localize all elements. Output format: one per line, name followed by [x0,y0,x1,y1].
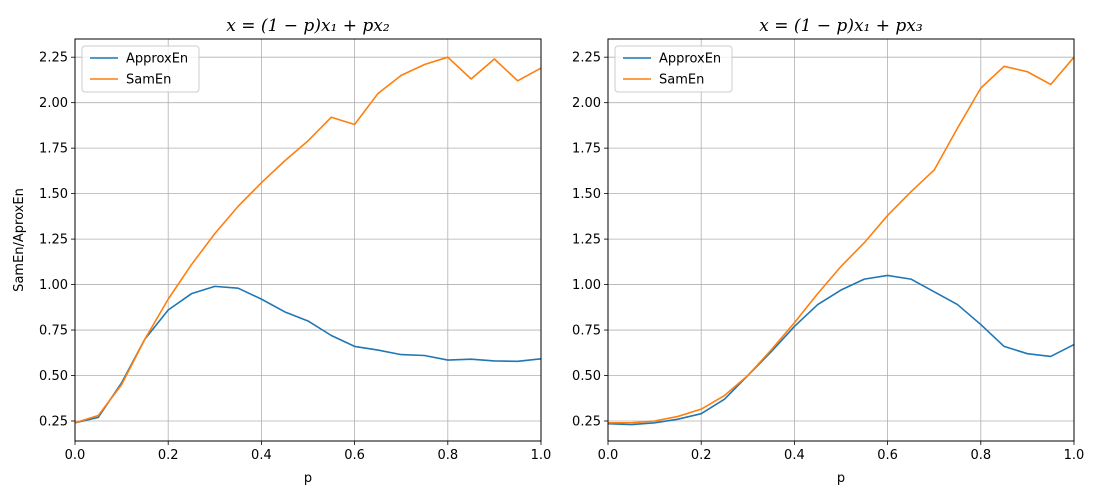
y-tick-label-0: 0.25 [39,414,68,429]
x-tick-label-4: 0.8 [437,448,458,463]
y-tick-label-2: 0.75 [39,324,68,339]
x-tick-label-0: 0.0 [598,448,619,463]
y-tick-label-3: 1.00 [39,278,68,293]
y-tick-label-3: 1.00 [572,278,601,293]
x-tick-label-4: 0.8 [970,448,991,463]
legend-right: ApproxEn SamEn [614,45,733,93]
y-tick-label-1: 0.50 [39,369,68,384]
series-line-samen-right [608,56,1075,424]
y-tick-label-1: 0.50 [572,369,601,384]
y-tick-label-8: 2.25 [572,51,601,66]
x-tick-label-5: 1.0 [531,448,552,463]
x-tick-label-0: 0.0 [65,448,86,463]
y-tick-label-4: 1.25 [572,233,601,248]
y-tick-label-2: 0.75 [572,324,601,339]
x-axis-label-right: p [837,471,845,486]
subplot-right: 0.0 0.2 0.4 0.6 0.8 1.0 0.25 0.50 0.75 1.00 1.25 1… [572,16,1084,486]
y-ticks-right: 0.25 0.50 0.75 1.00 1.25 1.50 1.75 2.00 2.25 [572,51,608,429]
series-layer-left [74,56,542,424]
x-tick-label-3: 0.6 [344,448,365,463]
legend-left: ApproxEn SamEn [81,45,200,93]
y-tick-label-0: 0.25 [572,414,601,429]
series-line-samen-left [74,56,542,424]
x-axis-label-left: p [304,471,312,486]
series-line-approxen-right [607,274,1075,426]
y-axis-label-left: SamEn/AproxEn [12,188,27,292]
y-tick-label-6: 1.75 [39,142,68,157]
y-tick-label-4: 1.25 [39,233,68,248]
x-tick-label-1: 0.2 [691,448,712,463]
y-tick-label-5: 1.50 [572,187,601,202]
y-tick-label-6: 1.75 [572,142,601,157]
x-tick-label-1: 0.2 [158,448,179,463]
legend-label-samen-right: SamEn [659,73,704,88]
chart-title-right: x = (1 − p)x₁ + px₃ [759,16,923,36]
plot-frame-right [607,38,1075,442]
x-tick-label-2: 0.4 [784,448,805,463]
x-ticks-left: 0.0 0.2 0.4 0.6 0.8 1.0 [65,441,552,463]
x-tick-label-5: 1.0 [1064,448,1085,463]
legend-label-approxen-right: ApproxEn [659,52,721,67]
y-ticks-left: 0.25 0.50 0.75 1.00 1.25 1.50 1.75 2.00 2.25 [39,51,75,429]
plot-frame-left [74,38,542,442]
legend-label-samen-left: SamEn [126,73,171,88]
y-tick-label-5: 1.50 [39,187,68,202]
legend-label-approxen-left: ApproxEn [126,52,188,67]
y-tick-label-8: 2.25 [39,51,68,66]
x-ticks-right: 0.0 0.2 0.4 0.6 0.8 1.0 [598,441,1085,463]
x-tick-label-3: 0.6 [877,448,898,463]
series-line-approxen-left [74,285,542,424]
subplot-left: 0.0 0.2 0.4 0.6 0.8 1.0 0.25 0.50 0.75 1.00 1.25 1… [12,16,551,486]
series-layer-right [607,56,1075,426]
x-tick-label-2: 0.4 [251,448,272,463]
chart-title-left: x = (1 − p)x₁ + px₂ [226,16,390,36]
y-tick-label-7: 2.00 [39,96,68,111]
y-tick-label-7: 2.00 [572,96,601,111]
